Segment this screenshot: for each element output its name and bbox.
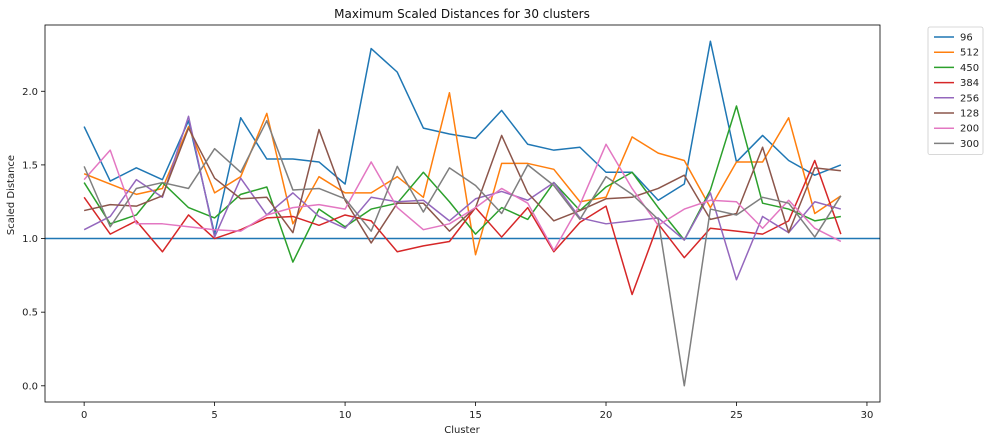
legend-label-128: 128 bbox=[960, 109, 979, 120]
x-tick-label: 10 bbox=[339, 410, 352, 421]
legend-label-450: 450 bbox=[960, 63, 979, 74]
y-tick-label: 2.0 bbox=[22, 87, 38, 98]
x-axis-ticks: 0 5 10 15 20 25 30 bbox=[81, 402, 873, 421]
series-line-128 bbox=[83, 127, 841, 244]
y-tick-label: 0.0 bbox=[22, 381, 38, 392]
x-axis-label: Cluster bbox=[444, 425, 480, 436]
series-line-256 bbox=[83, 115, 842, 281]
series-line-200 bbox=[83, 143, 842, 252]
y-axis-ticks: 0.0 0.5 1.0 1.5 2.0 bbox=[22, 87, 45, 392]
y-tick-label: 1.0 bbox=[22, 234, 38, 245]
axes bbox=[44, 24, 881, 403]
x-tick-label: 15 bbox=[469, 410, 482, 421]
x-tick-label: 5 bbox=[211, 410, 217, 421]
y-axis-label: Scaled Distance bbox=[6, 155, 17, 235]
legend-box bbox=[927, 26, 984, 155]
legend-label-200: 200 bbox=[960, 124, 979, 135]
chart-title: Maximum Scaled Distances for 30 clusters bbox=[334, 7, 590, 21]
x-tick-label: 0 bbox=[81, 410, 87, 421]
legend-label-300: 300 bbox=[960, 139, 979, 150]
x-tick-label: 30 bbox=[861, 410, 874, 421]
legend-label-384: 384 bbox=[960, 78, 979, 89]
series-line-300 bbox=[83, 119, 842, 387]
y-tick-label: 0.5 bbox=[22, 308, 38, 319]
series-layer bbox=[83, 40, 842, 387]
x-tick-label: 20 bbox=[600, 410, 613, 421]
legend-label-512: 512 bbox=[960, 48, 979, 59]
x-tick-label: 25 bbox=[730, 410, 743, 421]
legend-label-256: 256 bbox=[960, 93, 979, 104]
legend-label-96: 96 bbox=[960, 33, 973, 44]
series-line-384 bbox=[83, 159, 842, 296]
legend: 96 512 450 384 256 128 200 300 bbox=[927, 26, 984, 155]
plot-frame bbox=[44, 24, 881, 403]
y-tick-label: 1.5 bbox=[22, 160, 38, 171]
